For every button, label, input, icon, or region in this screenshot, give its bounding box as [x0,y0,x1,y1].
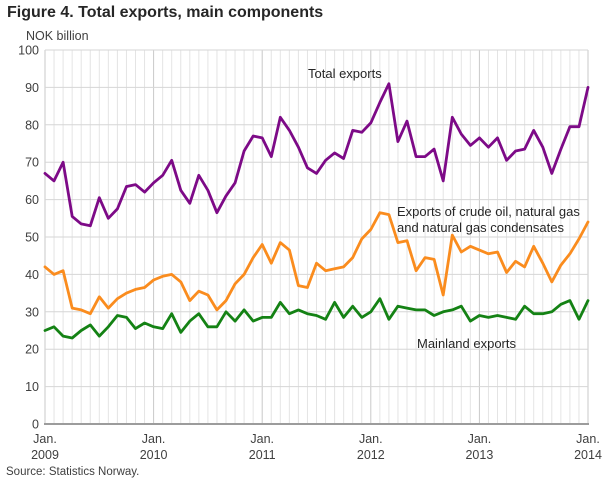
x-tick-month-label: Jan. [576,432,600,446]
x-tick-month-label: Jan. [33,432,57,446]
chart-title: Figure 4. Total exports, main components [7,4,324,21]
x-tick-year-label: 2010 [140,448,168,462]
x-tick-month-label: Jan. [468,432,492,446]
y-tick-label: 100 [18,44,39,58]
y-tick-label: 40 [25,268,39,282]
y-tick-label: 60 [25,193,39,207]
y-tick-label: 0 [32,418,39,432]
y-tick-label: 50 [25,231,39,245]
y-tick-label: 30 [25,305,39,319]
y-tick-label: 10 [25,380,39,394]
annotation-oil-gas-line1: Exports of crude oil, natural gas [397,204,580,219]
x-tick-month-label: Jan. [142,432,166,446]
x-tick-month-label: Jan. [359,432,383,446]
y-axis-unit-label: NOK billion [26,29,89,43]
x-axis-tick-labels: Jan. 2009 Jan. 2010 Jan. 2011 Jan. 2012 Jan. 2013… [31,432,602,462]
x-tick-year-label: 2009 [31,448,59,462]
series-line-exports-of-crude-oil-natural-gas-and-natural-gas-condensates [43,211,590,316]
y-tick-label: 20 [25,343,39,357]
x-tick-month-label: Jan. [250,432,274,446]
annotation-oil-gas: Exports of crude oil, natural gas and na… [397,204,580,236]
x-tick-year-label: 2013 [465,448,493,462]
horizontal-gridlines [45,49,588,388]
y-axis-tick-labels: 0 10 20 30 40 50 60 70 80 90 100 [18,44,39,432]
series-line-total-exports [43,82,590,228]
x-tick-year-label: 2014 [574,448,602,462]
y-tick-label: 70 [25,156,39,170]
x-tick-year-label: 2011 [249,448,276,462]
annotation-mainland-exports: Mainland exports [417,336,516,351]
x-tick-year-label: 2012 [357,448,385,462]
series-line-mainland-exports [43,297,590,340]
annotation-oil-gas-line2: and natural gas condensates [397,220,564,235]
annotation-total-exports: Total exports [308,66,382,81]
line-chart-plot: 0102030405060708090100Jan.2009Jan.2010Ja… [18,44,602,463]
y-tick-label: 80 [25,118,39,132]
source-note: Source: Statistics Norway. [6,466,140,478]
y-tick-label: 90 [25,81,39,95]
